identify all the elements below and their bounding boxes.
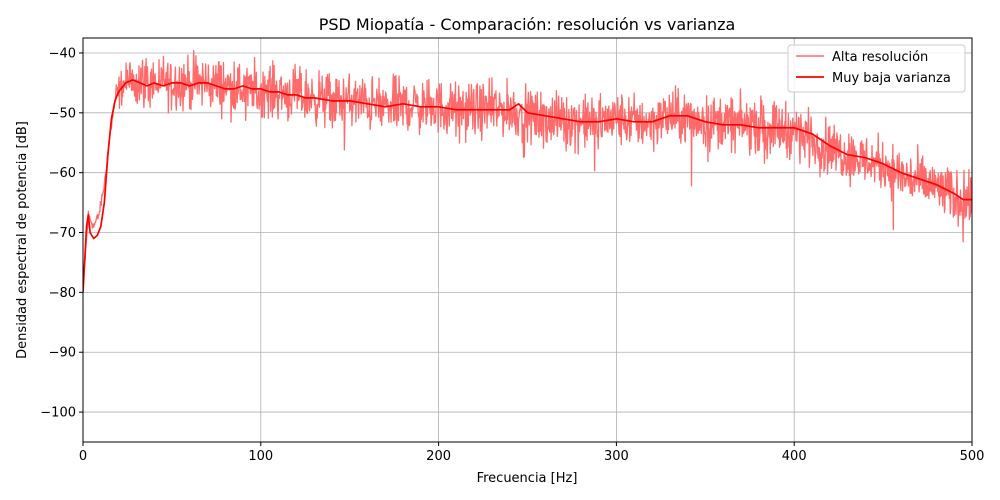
- x-tick-label-4: 400: [782, 449, 807, 464]
- ticks-layer: 0 100 200 300 400 500 −100 −90 −80 −70 −60 −50 −40: [40, 46, 984, 464]
- legend-label-muy-baja-varianza: Muy baja varianza: [832, 71, 951, 86]
- y-tick-label-5: −50: [49, 106, 76, 121]
- x-tick-label-3: 300: [604, 449, 629, 464]
- y-tick-label-2: −80: [49, 286, 76, 301]
- x-tick-label-2: 200: [426, 449, 451, 464]
- chart-title: PSD Miopatía - Comparación: resolución v…: [319, 15, 736, 34]
- y-tick-label-1: −90: [49, 346, 76, 361]
- y-tick-label-4: −60: [49, 166, 76, 181]
- series-line-0: [83, 49, 972, 286]
- x-axis-title: Frecuencia [Hz]: [477, 471, 578, 486]
- x-tick-label-5: 500: [960, 449, 985, 464]
- legend: Alta resolución Muy baja varianza: [787, 44, 966, 93]
- series-line-1: [83, 79, 972, 293]
- x-tick-label-0: 0: [79, 449, 87, 464]
- y-tick-label-3: −70: [49, 226, 76, 241]
- legend-box: [787, 44, 966, 93]
- y-tick-label-6: −40: [49, 46, 76, 61]
- y-axis-title: Densidad espectral de potencia [dB]: [15, 121, 30, 359]
- x-tick-label-1: 100: [248, 449, 273, 464]
- legend-label-alta-resolucion: Alta resolución: [832, 50, 928, 65]
- plot-frame: [82, 37, 973, 443]
- series-layer: [83, 49, 972, 293]
- y-tick-label-0: −100: [40, 406, 76, 421]
